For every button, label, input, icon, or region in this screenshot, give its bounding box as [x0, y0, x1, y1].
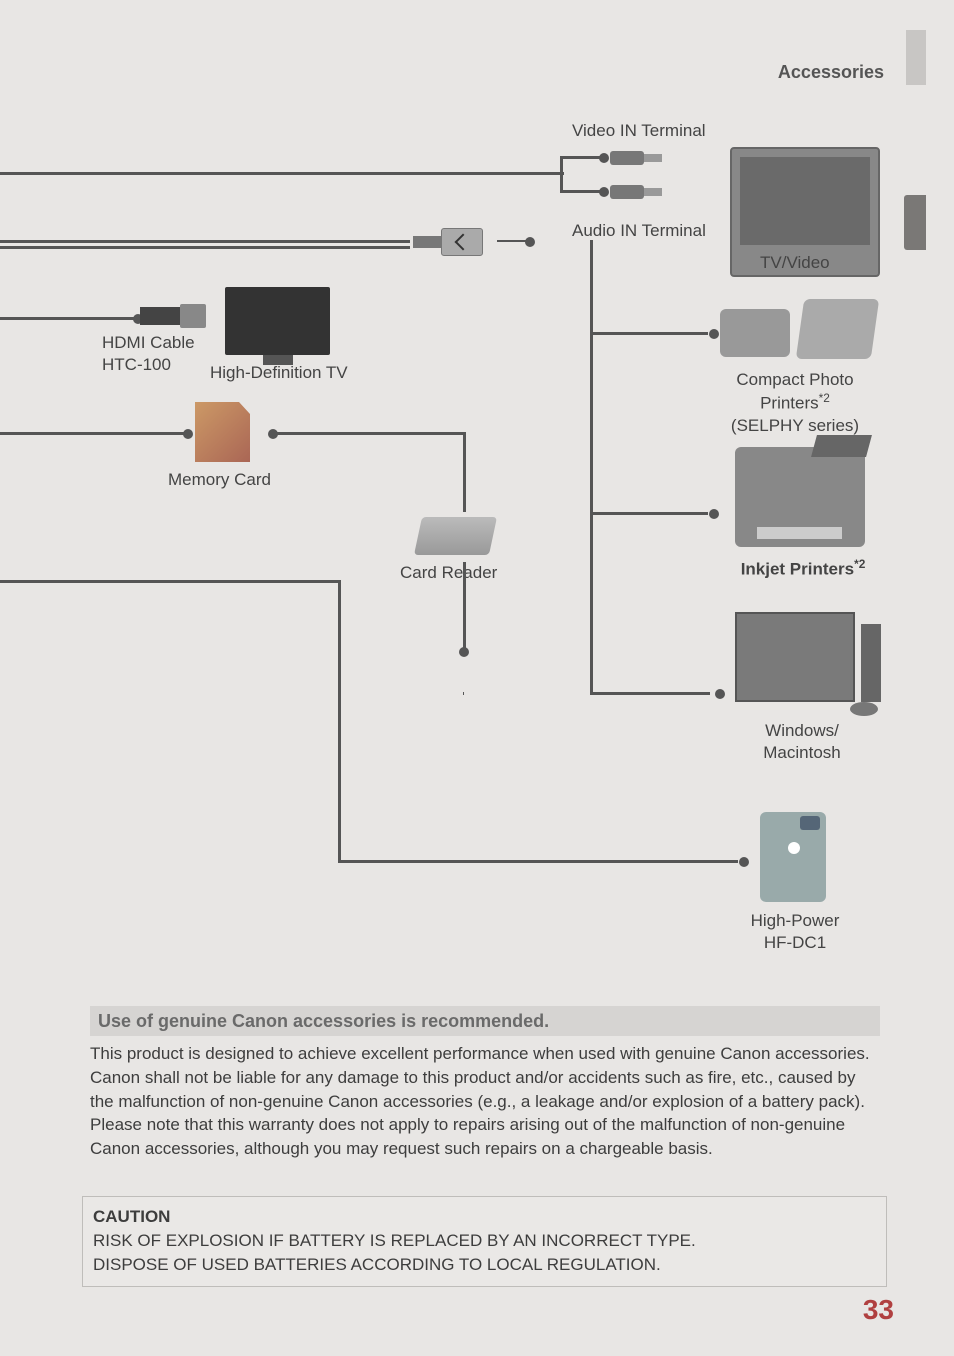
video-in-label: Video IN Terminal [572, 120, 706, 142]
notice-bar: Use of genuine Canon accessories is reco… [90, 1006, 880, 1036]
tv-video-label: TV/Video [760, 252, 830, 274]
card-reader-icon [414, 517, 497, 555]
card-reader-label: Card Reader [400, 562, 497, 584]
caution-box: CAUTION RISK OF EXPLOSION IF BATTERY IS … [82, 1196, 887, 1287]
hfdc-label: High-Power HF-DC1 [720, 910, 870, 954]
winmac-label: Windows/ Macintosh [732, 720, 872, 764]
accessories-diagram: Video IN Terminal Audio IN Terminal TV/V… [0, 112, 900, 982]
inkjet-a: Inkjet Printers [741, 560, 854, 579]
page-header: Accessories [778, 62, 884, 83]
hdtv-icon [225, 287, 330, 355]
hdmi-cable-label: HDMI Cable HTC-100 [102, 332, 195, 376]
notice-body: This product is designed to achieve exce… [90, 1042, 880, 1161]
winmac-l2: Macintosh [763, 743, 840, 762]
hdmi-cable-icon [140, 297, 215, 335]
page-tab-top [906, 30, 926, 85]
video-plug-icon [610, 148, 670, 168]
audio-plug-icon [610, 182, 670, 202]
winmac-l1: Windows/ [765, 721, 839, 740]
compact-l1: Compact Photo [736, 370, 853, 389]
caution-l1: RISK OF EXPLOSION IF BATTERY IS REPLACED… [93, 1229, 876, 1253]
hdmi-cable-l1: HDMI Cable [102, 333, 195, 352]
hfdc-l2: HF-DC1 [764, 933, 826, 952]
inkjet-printer-icon [735, 447, 865, 547]
mouse-icon [850, 702, 878, 716]
hdtv-label: High-Definition TV [210, 362, 348, 384]
compact-l2a: Printers [760, 394, 819, 413]
hfdc-l1: High-Power [751, 911, 840, 930]
page-number: 33 [863, 1294, 894, 1326]
hdmi-cable-l2: HTC-100 [102, 355, 171, 374]
page-tab-side [904, 195, 926, 250]
compact-photo-printer-icon [720, 299, 875, 359]
inkjet-label: Inkjet Printers*2 [718, 557, 888, 581]
caution-l2: DISPOSE OF USED BATTERIES ACCORDING TO L… [93, 1253, 876, 1277]
audio-in-label: Audio IN Terminal [572, 220, 706, 242]
caution-title: CAUTION [93, 1205, 876, 1229]
computer-icon [735, 612, 855, 702]
memory-card-icon [195, 402, 250, 462]
compact-photo-label: Compact Photo Printers*2 (SELPHY series) [710, 369, 880, 437]
high-power-flash-icon [760, 812, 826, 902]
compact-l3: (SELPHY series) [731, 416, 859, 435]
cable-connector-icon [413, 222, 493, 262]
inkjet-b: *2 [854, 557, 865, 571]
compact-l2b: *2 [819, 391, 830, 405]
memory-card-label: Memory Card [168, 469, 271, 491]
